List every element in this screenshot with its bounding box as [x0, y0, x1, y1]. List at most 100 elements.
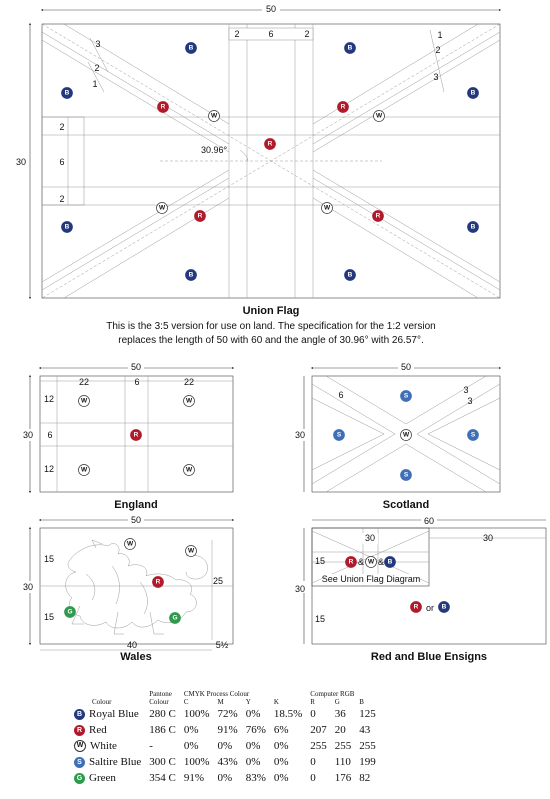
colour-name-cell: G Green: [70, 770, 145, 786]
flag-specification-diagrams: 50 30 2 6 2 3 2 1 1 2 3 2 6 2 30.96° B B: [14, 3, 547, 663]
svg-text:W: W: [368, 559, 375, 566]
union-flag-desc-line-2: replaces the length of 50 with 60 and th…: [118, 335, 423, 346]
ensign-amp-1: &: [358, 557, 364, 567]
scotland-right-dim-2: 3: [467, 396, 472, 406]
svg-text:R: R: [414, 604, 419, 611]
white-badge-icon: W: [183, 464, 195, 476]
red-badge-icon: R: [337, 101, 349, 113]
red-badge-icon: R: [152, 576, 164, 588]
saltire-blue-badge-icon: S: [400, 390, 412, 402]
cell-b: 125: [359, 708, 376, 720]
cell-k: 0%: [273, 772, 289, 784]
scotland-diag-dim: 6: [338, 390, 343, 400]
cell-y: 0%: [245, 740, 261, 752]
cell-c: 0%: [183, 740, 199, 752]
svg-text:B: B: [442, 604, 447, 611]
cell-k: 0%: [273, 740, 289, 752]
wales-width-label: 50: [131, 515, 141, 525]
blue-badge-icon: B: [384, 556, 396, 568]
ensign-fly-width: 30: [483, 533, 493, 543]
header-y: Y: [245, 698, 251, 706]
scotland-height-label: 30: [295, 430, 305, 440]
blue-badge-icon: B: [467, 221, 479, 233]
svg-text:W: W: [127, 541, 134, 548]
scotland-width-label: 50: [401, 362, 411, 372]
svg-text:R: R: [268, 141, 273, 148]
header-r: R: [310, 698, 315, 706]
england-top-dim-1: 22: [79, 377, 89, 387]
cell-c: 91%: [183, 772, 205, 784]
blue-badge-icon: B: [61, 221, 73, 233]
union-cross-dim-1: 2: [59, 122, 64, 132]
cell-b: 43: [359, 724, 371, 736]
union-stripe-dim-3: 2: [304, 29, 309, 39]
england-flag-diagram: 50 30 22 6 22 12 6 12 W W R W W England: [20, 362, 235, 511]
england-side-dim-3: 12: [44, 464, 54, 474]
red-badge-icon: R: [194, 210, 206, 222]
cell-c: 0%: [183, 724, 199, 736]
cell-g: 36: [334, 708, 346, 720]
wales-left-dim-2: 15: [44, 612, 54, 622]
table-row: W White - 0% 0% 0% 0% 255 255 255: [70, 738, 380, 754]
colour-name-cell: S Saltire Blue: [70, 754, 145, 770]
header-m: M: [217, 698, 224, 706]
table-row: R Red 186 C 0% 91% 76% 6% 207 20 43: [70, 722, 380, 738]
wales-height-label: 30: [23, 582, 33, 592]
table-row: B Royal Blue 280 C 100% 72% 0% 18.5% 0 36 125: [70, 706, 380, 722]
blue-badge-icon: B: [185, 42, 197, 54]
header-c: C: [183, 698, 189, 706]
union-cross-dim-2: 6: [59, 157, 64, 167]
colour-name-cell: B Royal Blue: [70, 706, 145, 722]
wales-badges: W W R G G: [64, 538, 197, 624]
cell-g: 20: [334, 724, 346, 736]
blue-badge-icon: B: [74, 708, 85, 720]
ensign-lower-height: 15: [315, 614, 325, 624]
svg-text:R: R: [134, 432, 139, 439]
white-badge-icon: W: [78, 464, 90, 476]
cell-m: 43%: [217, 756, 238, 768]
ensign-see-union-text: See Union Flag Diagram: [322, 574, 421, 584]
union-diag-dim-left-3: 1: [92, 79, 97, 89]
colour-name: Royal Blue: [89, 708, 139, 720]
green-badge-icon: G: [169, 612, 181, 624]
cell-m: 72%: [217, 708, 238, 720]
header-cmyk: CMYK Process Colour: [183, 690, 250, 698]
cell-pantone: 354 C: [149, 772, 176, 784]
svg-text:B: B: [388, 559, 393, 566]
scotland-title: Scotland: [383, 499, 429, 511]
wales-title: Wales: [120, 651, 151, 663]
colour-specification-table: Pantone CMYK Process Colour Computer RGB…: [70, 690, 380, 786]
red-badge-icon: R: [74, 724, 85, 736]
cell-k: 6%: [273, 724, 289, 736]
blue-badge-icon: B: [185, 269, 197, 281]
svg-text:G: G: [67, 609, 72, 616]
union-diag-dim-left-1: 3: [95, 39, 100, 49]
union-flag-title: Union Flag: [243, 305, 300, 317]
svg-text:W: W: [403, 432, 410, 439]
table-row: G Green 354 C 91% 0% 83% 0% 0 176 82: [70, 770, 380, 786]
colour-name: Red: [89, 724, 107, 736]
union-angle-label: 30.96°: [201, 145, 228, 155]
svg-text:W: W: [376, 113, 383, 120]
cell-m: 0%: [217, 740, 233, 752]
cell-r: 0: [310, 756, 316, 768]
red-badge-icon: R: [264, 138, 276, 150]
svg-text:R: R: [198, 213, 203, 220]
union-cross-dim-3: 2: [59, 194, 64, 204]
cell-c: 100%: [183, 708, 210, 720]
cell-g: 110: [334, 756, 351, 768]
cell-k: 0%: [273, 756, 289, 768]
svg-text:R: R: [376, 213, 381, 220]
cell-r: 207: [310, 724, 327, 736]
white-badge-icon: W: [183, 395, 195, 407]
green-badge-icon: G: [74, 772, 85, 784]
svg-text:B: B: [348, 272, 353, 279]
union-stripe-dim-2: 6: [268, 29, 273, 39]
saltire-blue-badge-icon: S: [74, 756, 85, 768]
red-badge-icon: R: [410, 601, 422, 613]
cell-m: 91%: [217, 724, 238, 736]
cell-g: 176: [334, 772, 352, 784]
svg-text:S: S: [471, 432, 476, 439]
svg-text:S: S: [404, 393, 409, 400]
union-diag-dim-right-3: 3: [433, 72, 438, 82]
